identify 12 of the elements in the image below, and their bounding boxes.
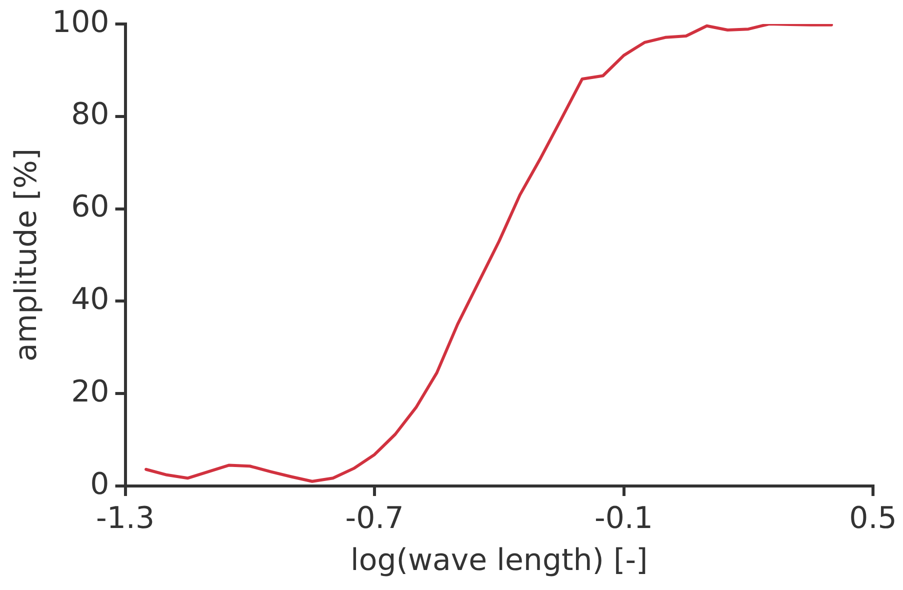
y-axis-title: amplitude [%] [8,148,44,362]
x-tick-label: -0.7 [345,500,404,536]
y-tick-label: 20 [71,374,110,410]
x-tick-label: -0.1 [594,500,654,536]
y-tick-label: 0 [90,466,110,502]
x-tick-label: 0.5 [849,500,897,536]
x-tick-label: -1.3 [96,500,155,536]
y-tick-label: 100 [52,4,110,40]
y-tick-label: 80 [71,97,110,132]
y-tick-label: 40 [71,282,110,317]
x-axis-title: log(wave length) [-] [350,542,648,578]
y-tick-label: 60 [71,190,110,225]
